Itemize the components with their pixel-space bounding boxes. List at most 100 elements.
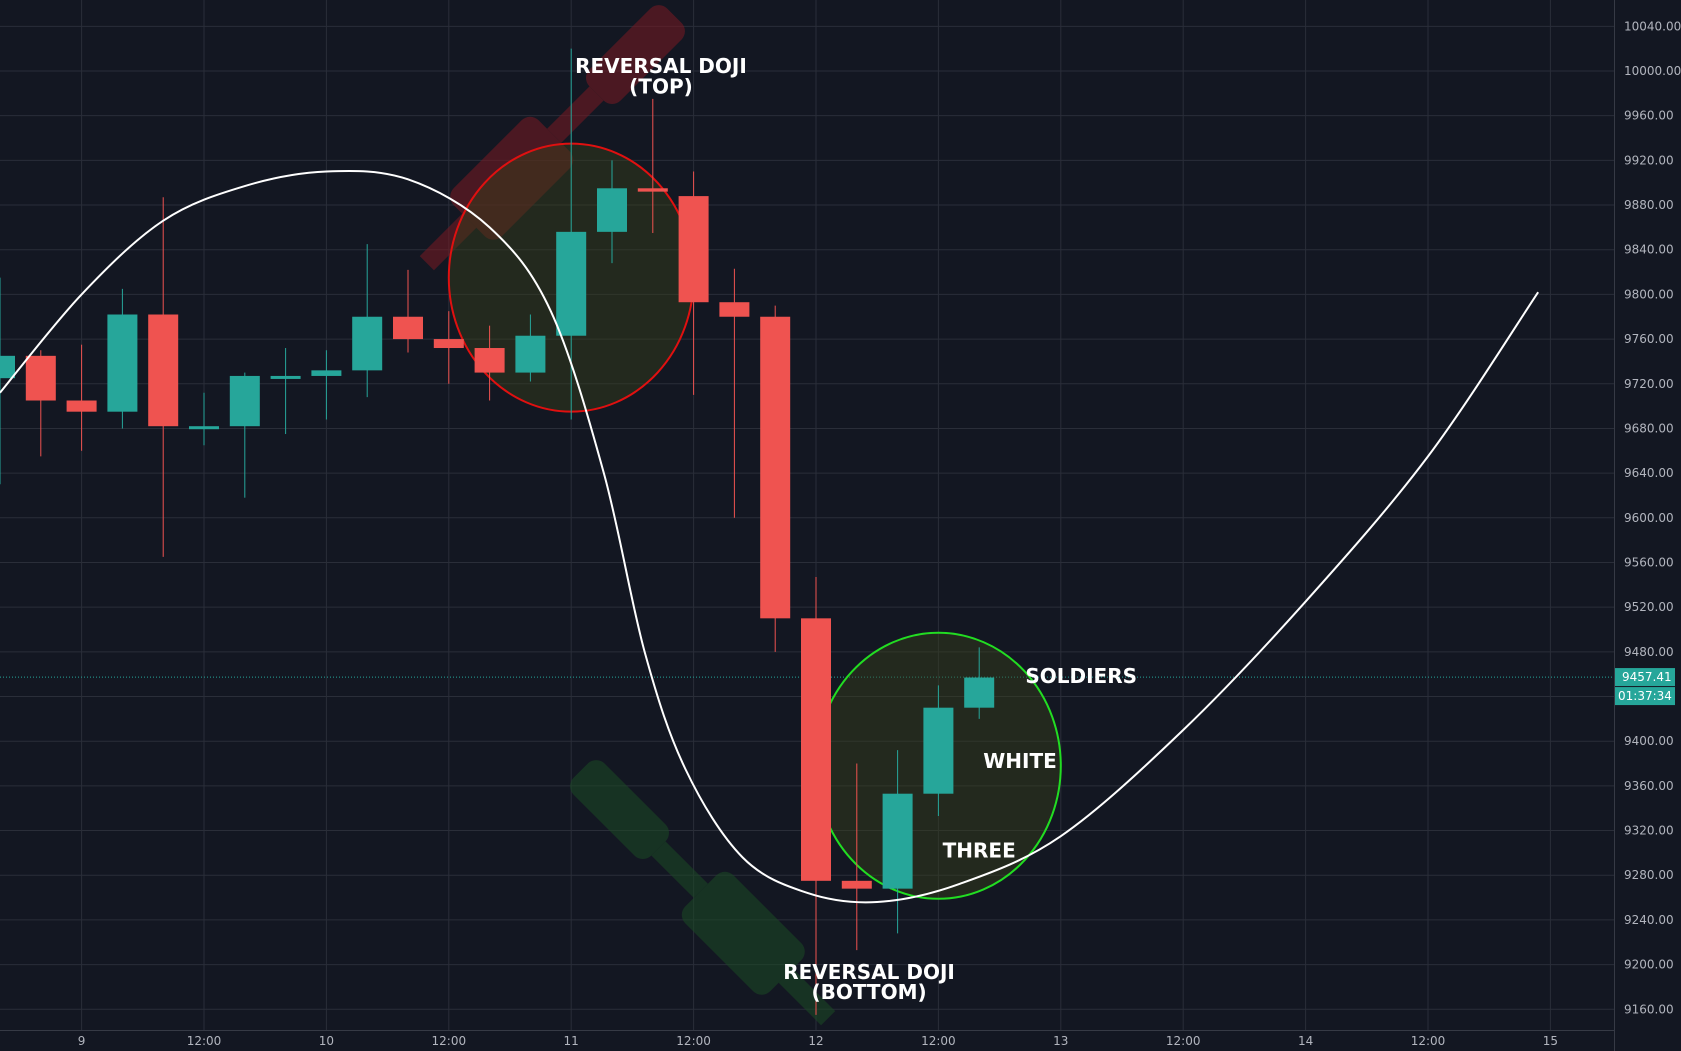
candle-body: [352, 316, 383, 371]
candle-down: [433, 311, 464, 384]
candle-body: [964, 677, 995, 708]
candle-body: [229, 375, 260, 427]
x-tick-label: 12:00: [921, 1034, 956, 1048]
x-tick-label: 10: [319, 1034, 334, 1048]
current-price-badge: 9457.41: [1615, 668, 1675, 687]
candle-up: [515, 314, 546, 382]
candles: [0, 48, 995, 1015]
x-tick-label: 12:00: [1411, 1034, 1446, 1048]
candle-down: [760, 305, 791, 652]
y-tick-label: 9840.00: [1624, 243, 1674, 257]
candle-up: [270, 348, 301, 435]
candle-down: [719, 268, 750, 518]
candle-up: [556, 48, 587, 420]
y-tick-label: 9960.00: [1624, 109, 1674, 123]
y-tick-label: 9800.00: [1624, 287, 1674, 301]
candle-up: [352, 244, 383, 398]
candle-down: [66, 344, 97, 451]
candle-body: [66, 400, 97, 412]
x-tick-label: 11: [564, 1034, 579, 1048]
candle-down: [841, 763, 872, 951]
y-tick-label: 9320.00: [1624, 824, 1674, 838]
candle-up: [597, 160, 627, 264]
candle-body: [433, 339, 464, 349]
y-tick-label: 9200.00: [1624, 958, 1674, 972]
candle-down: [801, 577, 831, 1015]
candle-body: [393, 316, 423, 340]
reversal-bottom-line1: REVERSAL DOJI: [783, 960, 955, 984]
y-tick-label: 9280.00: [1624, 868, 1674, 882]
candle-body: [882, 793, 913, 889]
y-tick-label: 9880.00: [1624, 198, 1674, 212]
candle-up: [964, 647, 995, 719]
y-tick-label: 9240.00: [1624, 913, 1674, 927]
y-tick-label: 9480.00: [1624, 645, 1674, 659]
candle-up: [107, 288, 138, 429]
x-tick-label: 13: [1053, 1034, 1068, 1048]
y-tick-label: 9720.00: [1624, 377, 1674, 391]
x-tick-label: 15: [1543, 1034, 1558, 1048]
y-tick-label: 10040.00: [1624, 19, 1681, 33]
y-tick-label: 9400.00: [1624, 734, 1674, 748]
annotations: REVERSAL DOJI(TOP)REVERSAL DOJI(BOTTOM)S…: [575, 54, 1137, 1004]
candle-down: [393, 269, 423, 353]
x-tick-label: 12:00: [676, 1034, 711, 1048]
candle-body: [556, 231, 587, 336]
candle-down: [474, 325, 505, 401]
reversal-bottom-line2: (BOTTOM): [811, 980, 926, 1004]
candle-body: [189, 426, 219, 430]
candle-body: [311, 370, 342, 376]
y-tick-label: 9520.00: [1624, 600, 1674, 614]
candle-body: [148, 314, 179, 427]
candle-body: [597, 188, 627, 232]
candle-body: [760, 316, 791, 619]
soldiers-label: SOLDIERS: [1025, 664, 1137, 688]
x-tick-label: 12:00: [432, 1034, 467, 1048]
y-tick-label: 9760.00: [1624, 332, 1674, 346]
candle-down: [637, 98, 668, 233]
candle-body: [25, 355, 56, 401]
trend-curve: [0, 169, 1539, 904]
candle-body: [637, 188, 668, 192]
candle-body: [107, 314, 138, 412]
countdown-badge: 01:37:34: [1615, 687, 1675, 706]
x-tick-label: 14: [1298, 1034, 1313, 1048]
x-tick-label: 9: [78, 1034, 86, 1048]
y-tick-label: 9360.00: [1624, 779, 1674, 793]
y-tick-label: 9920.00: [1624, 153, 1674, 167]
candle-up: [229, 372, 260, 498]
candle-up: [0, 277, 15, 485]
candle-up: [923, 685, 954, 817]
candle-up: [189, 392, 219, 446]
candle-up: [882, 750, 913, 934]
candle-body: [678, 196, 709, 303]
candle-body: [719, 302, 750, 317]
candle-body: [0, 355, 15, 379]
candle-body: [923, 707, 954, 794]
candle-body: [515, 335, 546, 373]
y-tick-label: 9160.00: [1624, 1002, 1674, 1016]
three-label: THREE: [943, 838, 1016, 862]
countdown-label: 01:37:34: [1618, 689, 1672, 703]
candle-body: [841, 880, 872, 889]
y-tick-label: 9680.00: [1624, 421, 1674, 435]
x-tick-label: 12:00: [187, 1034, 222, 1048]
candle-body: [801, 618, 831, 881]
decorative-green-candle-icon: [570, 760, 836, 1026]
candle-down: [25, 350, 56, 457]
candle-down: [148, 197, 179, 557]
y-tick-label: 9640.00: [1624, 466, 1674, 480]
y-tick-label: 9600.00: [1624, 511, 1674, 525]
white-label: WHITE: [983, 749, 1057, 773]
candle-body: [474, 348, 505, 373]
y-tick-label: 10000.00: [1624, 64, 1681, 78]
candle-down: [678, 171, 709, 395]
reversal-top-line2: (TOP): [629, 74, 693, 98]
x-tick-label: 12:00: [1166, 1034, 1201, 1048]
candle-body: [270, 375, 301, 379]
x-tick-label: 12: [808, 1034, 823, 1048]
